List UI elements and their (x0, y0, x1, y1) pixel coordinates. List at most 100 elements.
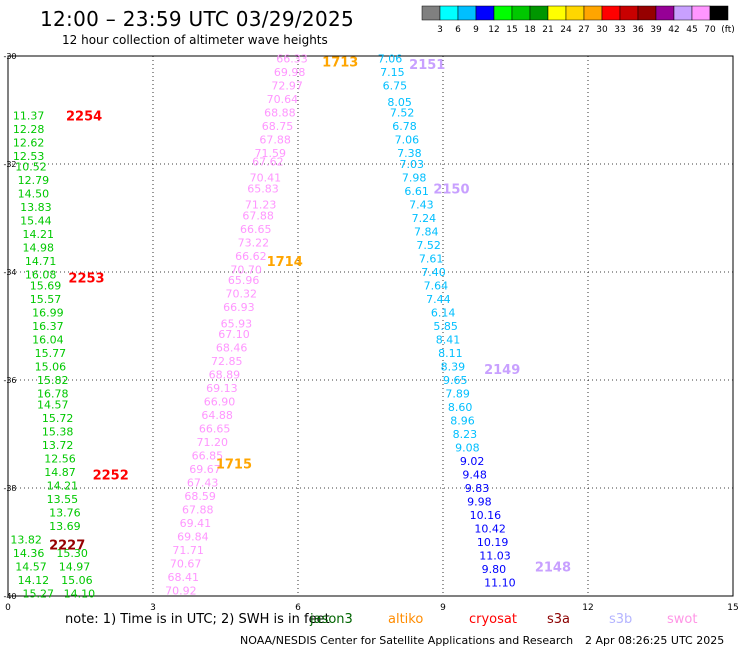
data-point-label: 68.88 (264, 107, 296, 120)
data-point-label: 9.02 (460, 455, 485, 468)
data-point-label: 16.37 (32, 320, 64, 333)
data-point-label: 67.88 (182, 504, 214, 517)
data-point-label: 70.32 (226, 288, 258, 301)
data-point-label: 8.23 (453, 428, 478, 441)
data-point-label: 68.41 (168, 571, 200, 584)
footer-note: note: 1) Time is in UTC; 2) SWH is in fe… (65, 612, 330, 627)
data-point-label: 70.64 (267, 93, 299, 106)
data-point-label: 15.69 (30, 280, 62, 293)
data-point-label: 7.98 (402, 172, 427, 185)
data-point-label: 10.52 (15, 161, 47, 174)
data-point-label: 16.04 (32, 334, 64, 347)
data-point-label: 13.83 (20, 201, 52, 214)
colorbar-swatch (529, 5, 549, 21)
pass-id-label: 2252 (93, 469, 129, 484)
pass-id-label: 2148 (535, 560, 571, 575)
pass-id-label: 2227 (49, 539, 85, 554)
legend-s3a: s3a (547, 612, 571, 627)
data-point-label: 7.03 (400, 158, 425, 171)
data-point-label: 64.88 (201, 409, 233, 422)
data-point-label: 65.96 (228, 274, 260, 287)
colorbar-label: 30 (596, 25, 608, 35)
colorbar-label: 12 (488, 25, 499, 35)
chart-title: 12:00 – 23:59 UTC 03/29/2025 (40, 7, 355, 31)
data-point-label: 72.85 (211, 355, 243, 368)
y-tick-label: -32 (3, 160, 16, 169)
data-point-label: 7.61 (419, 253, 444, 266)
colorbar-label: 3 (437, 25, 443, 35)
colorbar-label: 27 (578, 25, 589, 35)
data-point-label: 13.82 (10, 533, 42, 546)
data-point-label: 7.15 (380, 66, 405, 79)
data-point-label: 15.06 (35, 361, 66, 374)
data-point-label: 15.27 (23, 587, 55, 600)
data-point-label: 9.83 (465, 482, 490, 495)
data-point-label: 10.42 (474, 523, 506, 536)
data-point-label: 9.08 (455, 442, 480, 455)
colorbar-label: 39 (650, 25, 662, 35)
pass-id-label: 2253 (68, 271, 104, 286)
data-point-label: 6.75 (383, 80, 408, 93)
data-point-label: 7.06 (395, 134, 420, 147)
data-point-label: 68.89 (209, 369, 241, 382)
data-point-label: 12.53 (13, 150, 45, 163)
colorbar-swatch (457, 5, 477, 21)
data-point-label: 11.37 (13, 109, 45, 122)
data-point-label: 66.85 (192, 450, 224, 463)
colorbar-label: 9 (473, 25, 479, 35)
data-point-label: 68.59 (184, 490, 216, 503)
x-tick-label: 15 (727, 603, 738, 613)
colorbar-swatch (439, 5, 459, 21)
colorbar-swatch (565, 5, 585, 21)
data-point-label: 16.08 (25, 269, 56, 282)
data-point-label: 14.50 (18, 188, 49, 201)
pass-id-label: 1713 (322, 55, 358, 70)
pass-id-label: 2149 (484, 363, 520, 378)
data-point-label: 13.76 (49, 506, 80, 519)
data-point-label: 12.56 (44, 452, 76, 465)
data-point-label: 16.99 (32, 307, 64, 320)
data-point-label: 15.72 (42, 412, 73, 425)
data-point-label: 15.44 (20, 215, 52, 228)
data-point-label: 11.10 (484, 577, 516, 590)
data-point-label: 73.22 (238, 236, 269, 249)
colorbar-label: 33 (614, 25, 625, 35)
data-point-label: 8.96 (450, 415, 475, 428)
data-point-label: 13.55 (47, 493, 79, 506)
data-point-label: 66.93 (223, 301, 255, 314)
data-point-label: 7.44 (426, 293, 451, 306)
data-point-label: 5.85 (433, 320, 458, 333)
data-point-label: 10.19 (477, 536, 509, 549)
colorbar-label: 70 (704, 25, 716, 35)
data-point-label: 8.11 (438, 347, 463, 360)
colorbar-swatch (583, 5, 603, 21)
data-point-label: 6.61 (404, 185, 429, 198)
data-point-label: 67.43 (187, 477, 219, 490)
data-point-label: 14.71 (25, 255, 56, 268)
data-point-label: 69.67 (189, 463, 221, 476)
data-point-label: 69.41 (180, 517, 212, 530)
colorbar-swatch (709, 5, 729, 21)
colorbar-swatch (475, 5, 495, 21)
data-point-label: 12.62 (13, 136, 45, 149)
data-point-label: 13.69 (49, 520, 80, 533)
data-point-label: 14.98 (23, 242, 55, 255)
data-point-label: 67.62 (252, 155, 283, 168)
colorbar-label: 21 (542, 25, 553, 35)
legend-swot: swot (667, 612, 698, 627)
x-tick-label: 0 (5, 603, 11, 613)
data-point-label: 66.90 (204, 396, 236, 409)
colorbar-label: (ft) (721, 25, 735, 35)
data-point-label: 67.10 (218, 328, 250, 341)
data-point-label: 9.48 (462, 469, 487, 482)
colorbar-label: 6 (455, 25, 461, 35)
colorbar-swatch (637, 5, 657, 21)
colorbar-swatch (511, 5, 531, 21)
data-point-label: 7.24 (412, 212, 437, 225)
data-point-label: 8.39 (441, 361, 466, 374)
legend-s3b: s3b (609, 612, 633, 627)
chart-subtitle: 12 hour collection of altimeter wave hei… (62, 33, 328, 47)
colorbar-swatch (421, 5, 441, 21)
data-point-label: 66.65 (199, 423, 231, 436)
data-point-label: 70.41 (250, 172, 282, 185)
